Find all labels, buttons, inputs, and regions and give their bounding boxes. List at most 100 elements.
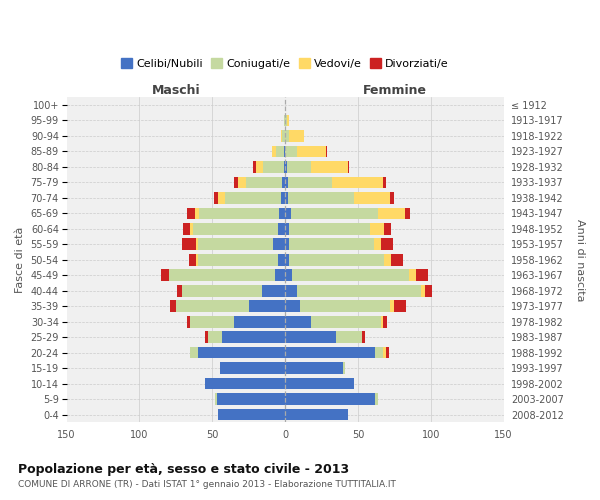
Bar — [285, 223, 289, 234]
Bar — [379, 208, 404, 219]
Bar — [205, 332, 208, 343]
Bar — [394, 300, 406, 312]
Bar — [326, 146, 328, 157]
Bar — [383, 347, 386, 358]
Bar — [197, 347, 285, 358]
Bar — [187, 208, 195, 219]
Bar — [285, 378, 353, 390]
Bar — [277, 146, 284, 157]
Bar — [285, 409, 348, 420]
Bar — [246, 176, 282, 188]
Bar — [256, 161, 263, 172]
Bar — [208, 332, 223, 343]
Bar — [285, 192, 288, 203]
Bar — [285, 270, 292, 281]
Bar — [390, 192, 394, 203]
Bar — [190, 223, 193, 234]
Bar — [381, 238, 393, 250]
Bar — [190, 347, 197, 358]
Bar — [299, 300, 390, 312]
Bar — [288, 192, 353, 203]
Bar — [199, 208, 279, 219]
Bar — [187, 316, 190, 328]
Bar — [214, 192, 218, 203]
Bar — [285, 161, 287, 172]
Bar — [348, 161, 349, 172]
Bar — [182, 238, 196, 250]
Bar — [285, 285, 297, 296]
Bar — [362, 332, 365, 343]
Bar — [226, 192, 281, 203]
Bar — [370, 223, 384, 234]
Bar — [381, 316, 383, 328]
Bar — [197, 254, 278, 266]
Bar — [169, 270, 275, 281]
Bar — [285, 238, 289, 250]
Bar — [284, 161, 285, 172]
Bar — [353, 192, 390, 203]
Bar — [176, 300, 248, 312]
Bar — [291, 208, 379, 219]
Bar — [311, 316, 381, 328]
Bar — [282, 176, 285, 188]
Bar — [297, 285, 421, 296]
Bar — [384, 254, 391, 266]
Bar — [289, 254, 384, 266]
Bar — [285, 114, 287, 126]
Bar — [390, 300, 394, 312]
Bar — [220, 362, 285, 374]
Bar — [248, 300, 285, 312]
Bar — [190, 316, 234, 328]
Text: Popolazione per età, sesso e stato civile - 2013: Popolazione per età, sesso e stato civil… — [18, 462, 349, 475]
Bar — [297, 146, 326, 157]
Bar — [161, 270, 169, 281]
Bar — [193, 223, 278, 234]
Bar — [197, 238, 274, 250]
Text: Femmine: Femmine — [362, 84, 427, 97]
Bar — [374, 238, 381, 250]
Bar — [285, 332, 336, 343]
Bar — [218, 192, 226, 203]
Bar — [386, 347, 389, 358]
Bar — [218, 409, 285, 420]
Bar — [289, 223, 370, 234]
Bar — [311, 161, 348, 172]
Bar — [272, 146, 277, 157]
Bar — [421, 285, 425, 296]
Bar — [182, 285, 262, 296]
Bar — [391, 254, 403, 266]
Bar — [287, 114, 289, 126]
Text: COMUNE DI ARRONE (TR) - Dati ISTAT 1° gennaio 2013 - Elaborazione TUTTITALIA.IT: COMUNE DI ARRONE (TR) - Dati ISTAT 1° ge… — [18, 480, 396, 489]
Bar — [215, 394, 217, 405]
Legend: Celibi/Nubili, Coniugati/e, Vedovi/e, Divorziati/e: Celibi/Nubili, Coniugati/e, Vedovi/e, Di… — [117, 54, 454, 74]
Bar — [183, 223, 190, 234]
Bar — [278, 223, 285, 234]
Bar — [285, 316, 311, 328]
Bar — [284, 146, 285, 157]
Bar — [285, 300, 299, 312]
Bar — [384, 223, 391, 234]
Bar — [285, 146, 297, 157]
Bar — [253, 161, 256, 172]
Bar — [332, 176, 383, 188]
Bar — [234, 316, 285, 328]
Bar — [263, 161, 284, 172]
Bar — [189, 254, 196, 266]
Bar — [416, 270, 428, 281]
Bar — [376, 347, 383, 358]
Bar — [285, 176, 288, 188]
Bar — [195, 208, 199, 219]
Bar — [376, 394, 379, 405]
Bar — [196, 238, 197, 250]
Bar — [292, 270, 409, 281]
Bar — [383, 176, 386, 188]
Text: Maschi: Maschi — [152, 84, 200, 97]
Bar — [281, 192, 285, 203]
Bar — [205, 378, 285, 390]
Bar — [285, 347, 376, 358]
Bar — [282, 130, 285, 141]
Bar — [274, 238, 285, 250]
Bar — [285, 208, 291, 219]
Bar — [288, 176, 332, 188]
Bar — [223, 332, 285, 343]
